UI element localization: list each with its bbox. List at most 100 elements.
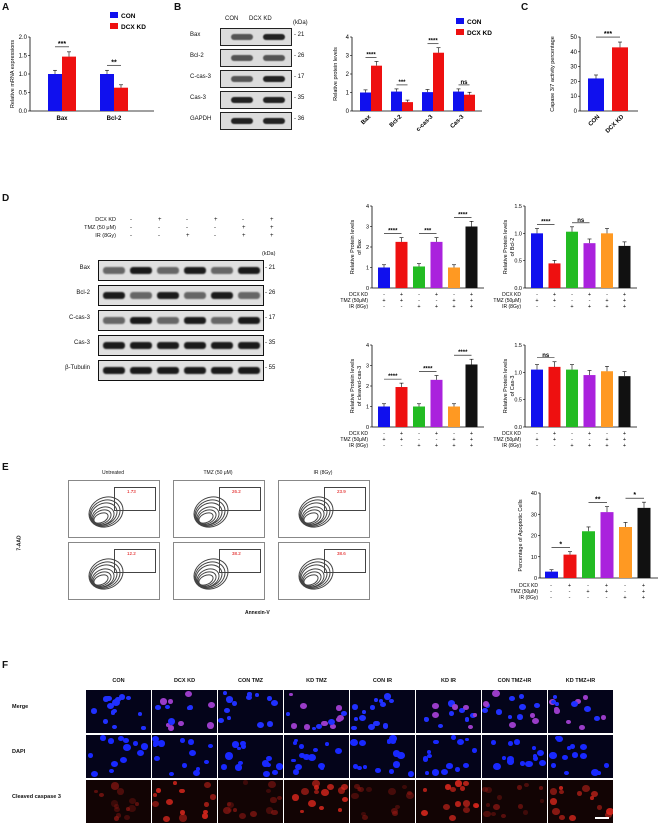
cell-nucleus (100, 735, 107, 741)
condition-sign: + (605, 583, 608, 589)
blot-kda: - 17 (265, 315, 276, 321)
panel-f-microscopy: CON DCX KD CON TMZ KD TMZ CON IR KD IR CON TMZ… (0, 678, 669, 824)
blot-kda-label: (kDa) (262, 251, 276, 257)
x-tick-label: Bax (56, 116, 68, 122)
flow-gate (114, 487, 156, 511)
y-tick-label: 0.0 (514, 425, 522, 431)
condition-sign: + (242, 225, 246, 231)
bar (371, 65, 382, 111)
cell-nucleus (509, 695, 516, 702)
flow-plot: 38.2 (173, 542, 265, 600)
bar (360, 92, 371, 111)
condition-sign: - (550, 583, 552, 589)
cell-nucleus (307, 753, 316, 761)
condition-sign: - (453, 431, 455, 437)
cell-nucleus (110, 710, 116, 715)
cell-nucleus (164, 704, 170, 710)
cell-nucleus (366, 786, 373, 793)
bar (548, 366, 561, 427)
cell-nucleus (496, 795, 502, 801)
cell-nucleus (516, 714, 523, 721)
cell-nucleus (265, 807, 273, 814)
flow-gate-value: 38.2 (232, 551, 241, 556)
microscopy-tile (284, 690, 349, 733)
cell-nucleus (556, 735, 563, 742)
flow-gate-value: 23.9 (337, 489, 346, 494)
cell-nucleus (87, 753, 93, 759)
cell-nucleus (569, 744, 575, 749)
cell-nucleus (112, 725, 117, 730)
cell-nucleus (268, 781, 276, 789)
cell-nucleus (106, 702, 114, 710)
y-tick-label: 0 (366, 286, 369, 292)
condition-sign: + (400, 431, 403, 437)
flow-gate (114, 549, 156, 573)
condition-sign: + (588, 292, 591, 298)
blot-strip (220, 28, 292, 46)
condition-label: DCX KD (502, 292, 521, 298)
y-tick-label: 30 (570, 65, 577, 71)
y-tick-label: 1.5 (514, 204, 522, 210)
blot-band (231, 76, 253, 82)
blot-band (157, 367, 179, 374)
significance-label: **** (388, 229, 398, 235)
cell-nucleus (267, 696, 272, 701)
y-tick-label: 40 (531, 491, 537, 497)
cell-nucleus (471, 748, 477, 753)
condition-sign: - (571, 431, 573, 437)
cell-nucleus (249, 811, 257, 818)
condition-sign: + (570, 443, 573, 449)
condition-label: DCX KD (349, 431, 368, 437)
cell-nucleus (238, 761, 244, 766)
bar (433, 52, 444, 111)
panel-label-a: A (2, 2, 10, 13)
cell-nucleus (180, 810, 186, 815)
cell-nucleus (389, 769, 395, 774)
condition-sign: + (158, 217, 162, 223)
flow-gate-value: 1.73 (127, 489, 136, 494)
cell-nucleus (448, 710, 455, 716)
cell-nucleus (459, 786, 466, 792)
condition-sign: + (623, 292, 626, 298)
blot-band (130, 342, 152, 349)
blot-band (231, 34, 253, 40)
cell-nucleus (240, 740, 247, 746)
blot-band (211, 292, 233, 299)
condition-sign: - (214, 225, 216, 231)
cell-nucleus (373, 720, 380, 727)
microscopy-tile (416, 690, 481, 733)
cell-nucleus (266, 755, 273, 762)
bar (453, 91, 464, 111)
blot-band (263, 76, 285, 82)
blot-kda: - 36 (294, 116, 305, 122)
cell-nucleus (405, 792, 414, 800)
cell-nucleus (167, 718, 175, 725)
significance-label: ns (460, 80, 468, 86)
cell-nucleus (462, 807, 470, 814)
condition-sign: + (435, 304, 438, 310)
bar (531, 233, 543, 288)
microscopy-tile (86, 690, 151, 733)
cell-nucleus (605, 811, 612, 818)
cell-nucleus (448, 814, 457, 822)
cell-nucleus (459, 708, 465, 714)
cell-nucleus (156, 788, 162, 793)
flow-column-title: TMZ (50 μM) (203, 470, 233, 476)
flow-plot: 12.2 (68, 542, 160, 600)
cell-nucleus (337, 787, 345, 794)
cell-nucleus (558, 786, 563, 790)
condition-sign: - (550, 589, 552, 595)
condition-sign: + (470, 437, 473, 443)
condition-sign: - (418, 298, 420, 304)
flow-column-title: Untreated (102, 470, 124, 476)
cell-nucleus (292, 768, 300, 775)
cell-nucleus (554, 702, 560, 707)
blot-strip (220, 91, 292, 109)
cell-nucleus (341, 710, 348, 716)
condition-sign: - (401, 443, 403, 449)
significance-label: ** (595, 497, 601, 504)
condition-sign: - (436, 437, 438, 443)
condition-sign: - (453, 292, 455, 298)
cell-nucleus (300, 809, 305, 814)
cell-nucleus (491, 812, 496, 817)
